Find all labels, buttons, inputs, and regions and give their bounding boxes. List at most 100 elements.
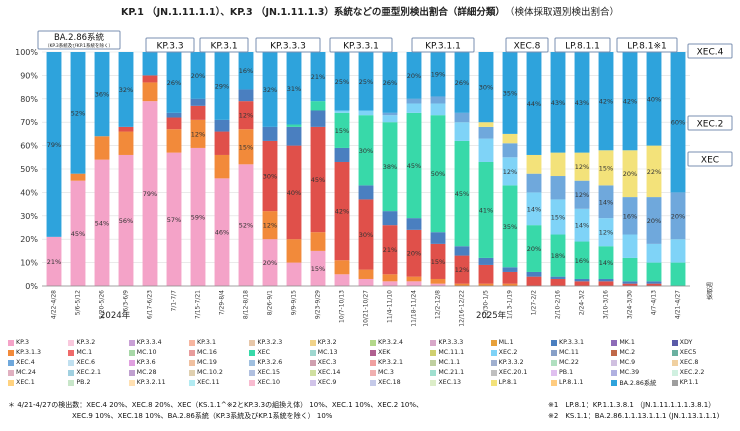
bar-segment bbox=[454, 283, 470, 286]
data-label: 38% bbox=[383, 163, 397, 171]
bar-segment bbox=[646, 262, 662, 282]
bar-segment bbox=[478, 264, 494, 284]
legend-label: KP.3.3.3 bbox=[438, 339, 464, 346]
data-label: 79% bbox=[47, 141, 61, 149]
bar-segment bbox=[382, 52, 398, 113]
legend-swatch bbox=[68, 349, 75, 356]
bar-segment bbox=[382, 281, 398, 286]
legend-item: MC.21.1 bbox=[430, 368, 490, 377]
bar-segment bbox=[262, 140, 278, 212]
annotation-box bbox=[145, 37, 195, 53]
bar-segment bbox=[286, 145, 302, 240]
legend-item: KP.3.3.3 bbox=[430, 338, 490, 347]
bar-segment bbox=[502, 271, 518, 284]
bar-segment bbox=[574, 52, 590, 153]
legend-swatch bbox=[249, 339, 256, 346]
legend-item: LP.8.1 bbox=[490, 378, 551, 387]
x-tick-label: 3/24-3/30 bbox=[627, 290, 634, 319]
data-label: 20% bbox=[671, 212, 685, 220]
annotation-label: KP.3.1.1 bbox=[425, 42, 461, 52]
legend-item: MC.39 bbox=[611, 368, 671, 377]
legend-label: XEC.18 bbox=[377, 379, 401, 386]
legend-swatch bbox=[68, 369, 75, 376]
legend-label: KP.3.2.6 bbox=[257, 359, 283, 366]
bar-segment bbox=[430, 96, 446, 104]
data-label: 15% bbox=[431, 258, 445, 266]
legend-label: KP.3.3.1 bbox=[558, 339, 584, 346]
bar-segment bbox=[238, 52, 254, 90]
data-label: 29% bbox=[215, 82, 229, 90]
legend-item: XEK bbox=[369, 348, 430, 357]
data-label: 14% bbox=[575, 222, 589, 230]
legend-item: BA.2.86系統 bbox=[611, 378, 671, 387]
bar-segment bbox=[286, 124, 302, 127]
legend-label: PB.1 bbox=[558, 369, 574, 376]
bar-segment bbox=[526, 154, 542, 174]
legend-label: XEC bbox=[257, 349, 271, 356]
bar-segment bbox=[550, 276, 566, 279]
x-tick-label: 12/16-12/22 bbox=[459, 290, 466, 327]
bar-segment bbox=[94, 52, 110, 137]
x-tick-label: 11/4-11/10 bbox=[387, 290, 394, 323]
legend-item: MC.24 bbox=[8, 368, 68, 377]
legend-item: XEC.8 bbox=[671, 358, 732, 367]
bar-segment bbox=[406, 276, 422, 282]
x-tick-label: 5/6-5/12 bbox=[75, 290, 82, 315]
legend-label: MC.11.1 bbox=[438, 349, 465, 356]
legend-label: XEC.10 bbox=[257, 379, 281, 386]
bar-segment bbox=[478, 283, 494, 286]
bar-segment bbox=[286, 262, 302, 286]
bar-segment bbox=[382, 112, 398, 116]
data-label: 12% bbox=[503, 168, 517, 176]
bar-segment bbox=[454, 246, 470, 256]
legend-label: XEC.2 bbox=[498, 349, 518, 356]
legend-swatch bbox=[188, 339, 195, 346]
data-label: 43% bbox=[575, 99, 589, 107]
bar-segment bbox=[598, 281, 614, 286]
legend-item: KP.3.2.4 bbox=[369, 338, 430, 347]
bar-segment bbox=[46, 52, 62, 237]
legend-label: KP.3.2.4 bbox=[377, 339, 403, 346]
data-label: 15% bbox=[239, 143, 253, 151]
legend-label: KP.3 bbox=[16, 339, 29, 346]
y-tick-label: 40% bbox=[20, 188, 38, 197]
legend-swatch bbox=[369, 359, 376, 366]
x-tick-label: 9/23-9/29 bbox=[315, 290, 322, 319]
bar-segment bbox=[310, 250, 326, 286]
legend-item: KP.3.2.11 bbox=[128, 378, 189, 387]
annotation-label: KP.3.3 bbox=[156, 42, 183, 52]
data-label: 15% bbox=[551, 213, 565, 221]
legend-item: MC.11 bbox=[550, 348, 611, 357]
year-label-2025: 2025年 bbox=[476, 310, 507, 321]
legend-swatch bbox=[128, 339, 135, 346]
legend-label: KP.3.2.1 bbox=[377, 359, 403, 366]
bar-segment bbox=[502, 133, 518, 144]
legend-item: XEC.1 bbox=[8, 378, 68, 387]
legend-item: XEC.11 bbox=[188, 378, 249, 387]
legend-swatch bbox=[369, 379, 376, 386]
legend-swatch bbox=[671, 359, 678, 366]
legend-label: MC.21.1 bbox=[438, 369, 465, 376]
bar-segment bbox=[622, 197, 638, 235]
bar-segment bbox=[622, 150, 638, 198]
legend-item: MC.13 bbox=[309, 348, 370, 357]
data-label: 26% bbox=[167, 79, 181, 87]
legend-item: MC.10.2 bbox=[188, 368, 249, 377]
bar-segment bbox=[262, 239, 278, 286]
bar-segment bbox=[190, 98, 206, 106]
annotation-label: KP.3.1 bbox=[210, 42, 237, 52]
bar-segment bbox=[478, 138, 494, 162]
data-label: 12% bbox=[599, 229, 613, 237]
legend-item: MC.19 bbox=[188, 358, 249, 367]
data-label: 46% bbox=[215, 229, 229, 237]
bar-segment bbox=[286, 239, 302, 263]
bar-segment bbox=[334, 274, 350, 286]
bar-segment bbox=[190, 52, 206, 99]
x-tick-label: 3/10-3/16 bbox=[603, 290, 610, 319]
annotation-sublabel: （KP.3系統及びKP.1系統を除く） bbox=[45, 42, 113, 49]
annotation-box bbox=[616, 37, 678, 53]
data-label: 20% bbox=[647, 217, 661, 225]
bar-segment bbox=[670, 192, 686, 240]
x-tick-label: 6/3-6/9 bbox=[123, 290, 130, 312]
y-tick-label: 0% bbox=[25, 282, 38, 291]
